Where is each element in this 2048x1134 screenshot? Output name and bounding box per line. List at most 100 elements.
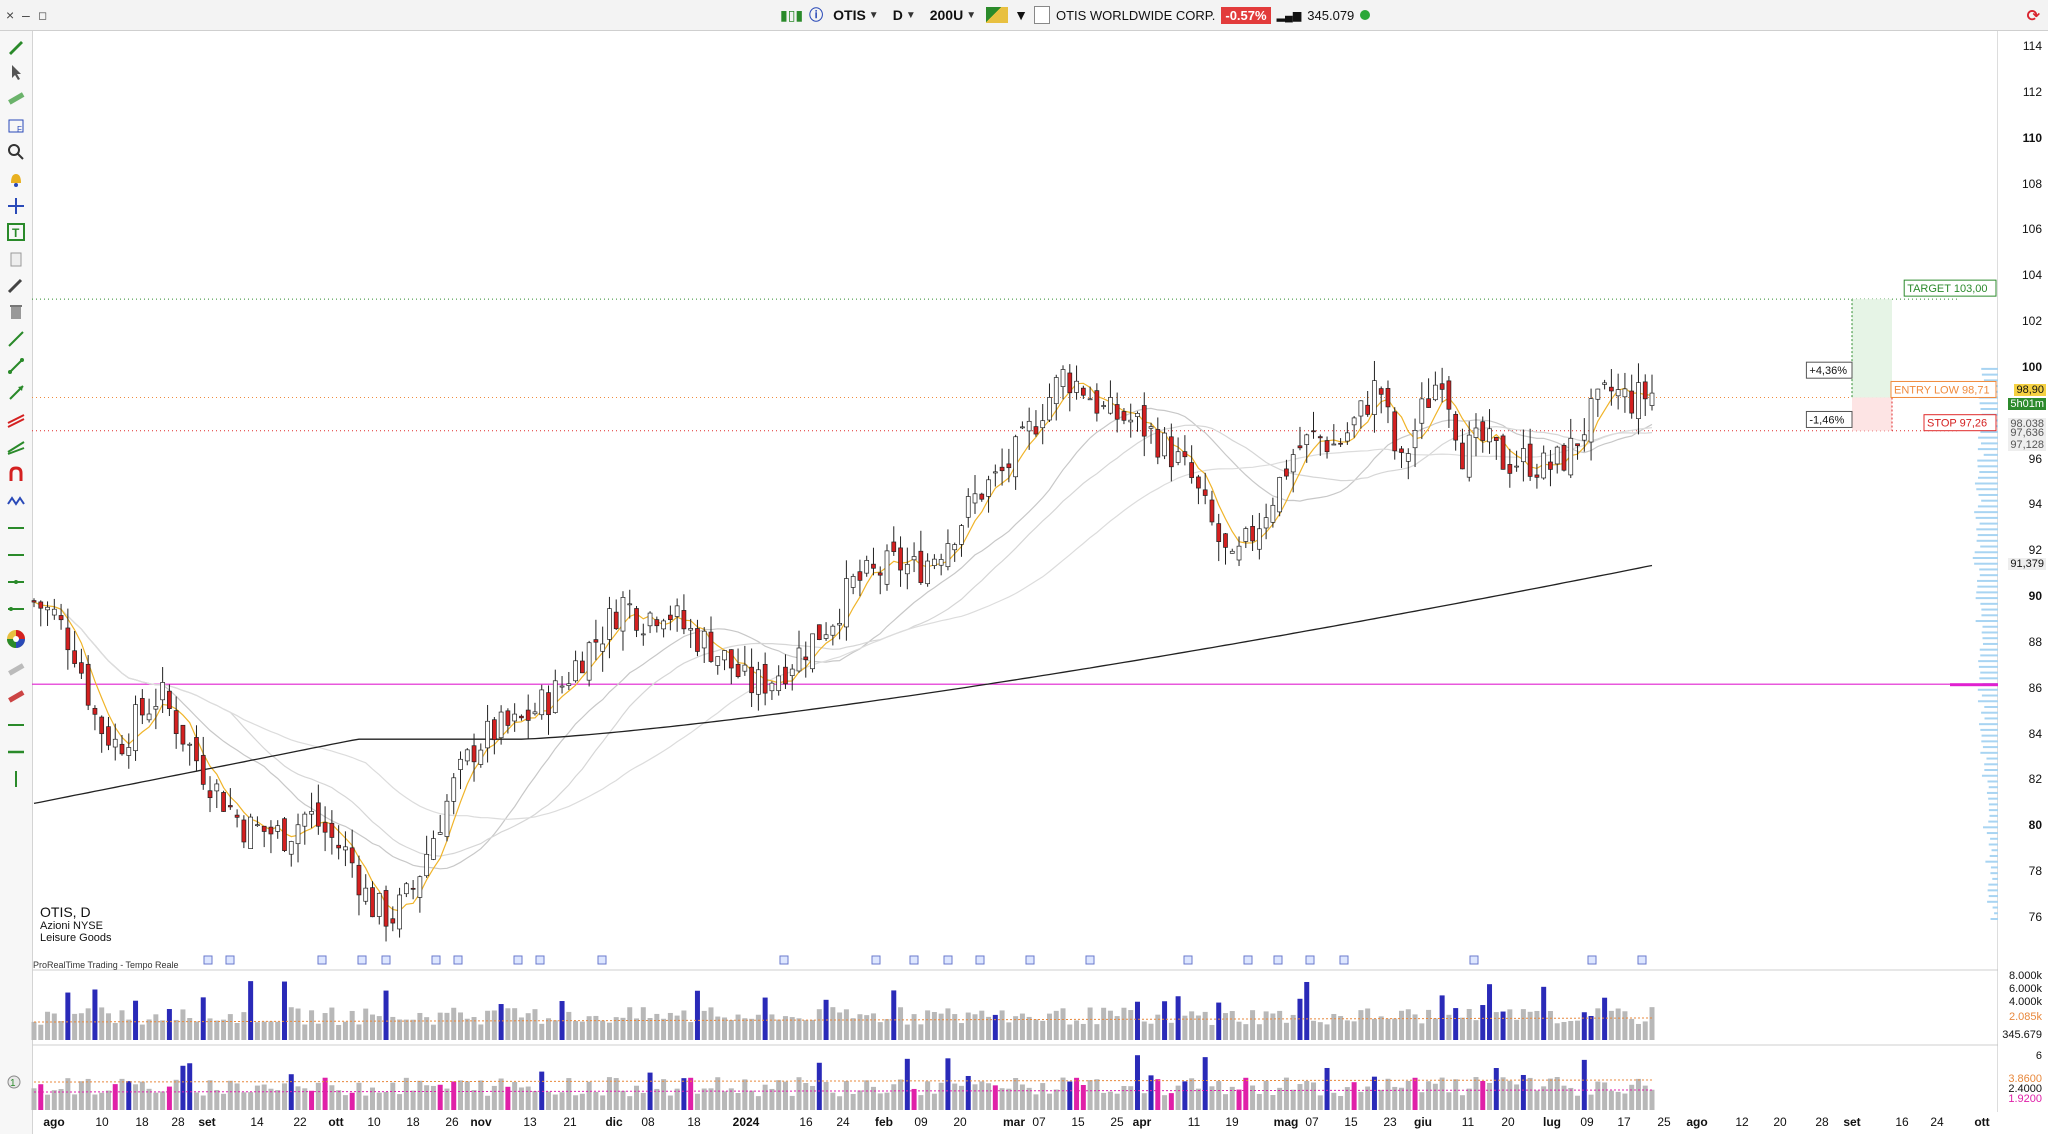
copy-icon[interactable] — [4, 248, 28, 270]
minimize-window-button[interactable]: – — [22, 7, 30, 23]
volume-bar — [1162, 1001, 1168, 1040]
candle — [194, 737, 199, 762]
indicator-bar — [1487, 1082, 1493, 1110]
horizontal-line-icon[interactable] — [4, 714, 28, 736]
pointer-icon[interactable] — [4, 61, 28, 83]
volume-bar — [31, 1021, 37, 1040]
trash-icon[interactable] — [4, 300, 28, 322]
volume-bar — [1493, 1012, 1499, 1040]
volume-bar — [722, 1017, 728, 1040]
candle — [1338, 442, 1343, 445]
volume-bar — [1094, 1024, 1100, 1040]
volume-bar — [200, 997, 206, 1040]
move-icon[interactable] — [4, 195, 28, 217]
indicator-bar — [410, 1090, 416, 1110]
risk-pct-label-box — [1805, 410, 1853, 428]
candle — [187, 743, 193, 746]
zoom-icon[interactable] — [4, 141, 28, 163]
candle — [1405, 453, 1411, 462]
fibonacci-icon[interactable]: F — [4, 115, 28, 137]
indicator-bar — [295, 1086, 301, 1110]
candle — [1345, 432, 1350, 442]
volume-profile-bar — [1982, 637, 1998, 640]
pencil-icon[interactable] — [4, 35, 28, 57]
symbol-select[interactable]: OTIS ▼ — [829, 7, 883, 23]
indicator-bar — [336, 1090, 342, 1110]
candle — [72, 650, 77, 664]
info-icon[interactable]: ⓘ — [809, 7, 824, 23]
channel-tool-icon[interactable] — [4, 409, 28, 431]
timeframe-select[interactable]: D ▼ — [889, 7, 920, 23]
date-tick: nov — [470, 1115, 492, 1129]
candle — [1622, 388, 1628, 398]
horizontal-ray-icon[interactable] — [4, 544, 28, 566]
indicator-bar — [254, 1085, 260, 1110]
magnet-icon[interactable] — [4, 463, 28, 485]
indicator-bar — [654, 1088, 660, 1110]
bar-countdown-tag: 5h01m — [2008, 398, 2046, 411]
volume-value: 345.079 — [1307, 7, 1355, 23]
indicator-bar — [1568, 1087, 1574, 1110]
vertical-line-icon[interactable] — [4, 768, 28, 790]
indicator-bar — [1642, 1085, 1648, 1110]
indicator-settings-icon[interactable]: 1 — [4, 1073, 28, 1095]
alert-bell-icon[interactable] — [4, 168, 28, 190]
indicator-bar — [146, 1088, 152, 1110]
maximize-window-button[interactable]: ◻ — [38, 10, 48, 22]
volume-bar — [383, 990, 389, 1040]
candlestick-style-icon[interactable]: ▮▯▮ — [780, 6, 804, 23]
candle — [668, 614, 673, 621]
volume-profile-bar — [1975, 516, 1998, 519]
volume-bar — [342, 1021, 348, 1040]
indicator-bar — [1236, 1089, 1242, 1110]
ruler-tool-icon[interactable] — [4, 685, 28, 707]
candle — [390, 918, 396, 924]
candle — [1047, 397, 1052, 421]
magic-tool-icon[interactable] — [4, 274, 28, 296]
date-axis[interactable]: ago 10 18 28 set 14 22 ott 10 18 26 nov 13 21 dic 08 18 2… — [32, 1112, 1998, 1134]
zigzag-icon[interactable] — [4, 490, 28, 512]
measure-icon[interactable] — [4, 658, 28, 680]
indicator-bar — [376, 1092, 382, 1110]
date-tick: ott — [1974, 1115, 1990, 1129]
chevron-down-icon[interactable]: ▼ — [1014, 7, 1028, 23]
price-level-icon[interactable] — [4, 571, 28, 593]
horizontal-line-icon[interactable] — [4, 741, 28, 763]
volume-bar — [1256, 1024, 1262, 1040]
candle — [1399, 448, 1404, 453]
candle — [1250, 525, 1255, 542]
candle — [1304, 434, 1310, 445]
indicator-bar — [65, 1078, 71, 1110]
candle — [1277, 477, 1283, 513]
volume-bar — [1426, 1009, 1432, 1040]
volume-bar — [1514, 1019, 1520, 1040]
indicator-bar — [1520, 1074, 1526, 1110]
reward-pct-label-text: +4,36% — [1809, 365, 1847, 377]
price-axis[interactable]: 114 112 110 108 106 104 102 100 96 94 92 90 88 86 84 82… — [1998, 31, 2048, 1134]
ruler-icon[interactable] — [4, 87, 28, 109]
indicator-bar — [776, 1080, 782, 1110]
refresh-icon[interactable]: ⟳ — [2026, 8, 2040, 25]
horizontal-line-icon[interactable] — [4, 517, 28, 539]
candle — [1182, 451, 1188, 458]
price-chart[interactable]: TARGET 103,00 ENTRY LOW 98,71 STOP 97,26 +4… — [0, 0, 1998, 1112]
marker-icon[interactable] — [4, 598, 28, 620]
segment-tool-icon[interactable] — [4, 355, 28, 377]
volume-tick: 2.085k — [2008, 1011, 2042, 1023]
pitchfork-icon[interactable] — [4, 436, 28, 458]
volume-bar — [397, 1019, 403, 1040]
volume-bar — [1351, 1021, 1357, 1040]
color-palette-icon[interactable] — [4, 628, 28, 650]
candle — [85, 663, 91, 706]
close-window-button[interactable]: × — [6, 7, 15, 23]
date-tick: giu — [1414, 1115, 1432, 1129]
volume-bar — [1087, 1007, 1093, 1040]
date-tick: 10 — [367, 1115, 381, 1129]
line-tool-icon[interactable] — [4, 328, 28, 350]
chart-type-icon[interactable] — [986, 7, 1009, 23]
indicator-bar — [938, 1082, 944, 1110]
ray-tool-icon[interactable] — [4, 382, 28, 404]
indicator-bar — [1541, 1086, 1547, 1110]
bars-select[interactable]: 200U ▼ — [926, 7, 980, 23]
text-icon[interactable]: T — [4, 221, 28, 243]
